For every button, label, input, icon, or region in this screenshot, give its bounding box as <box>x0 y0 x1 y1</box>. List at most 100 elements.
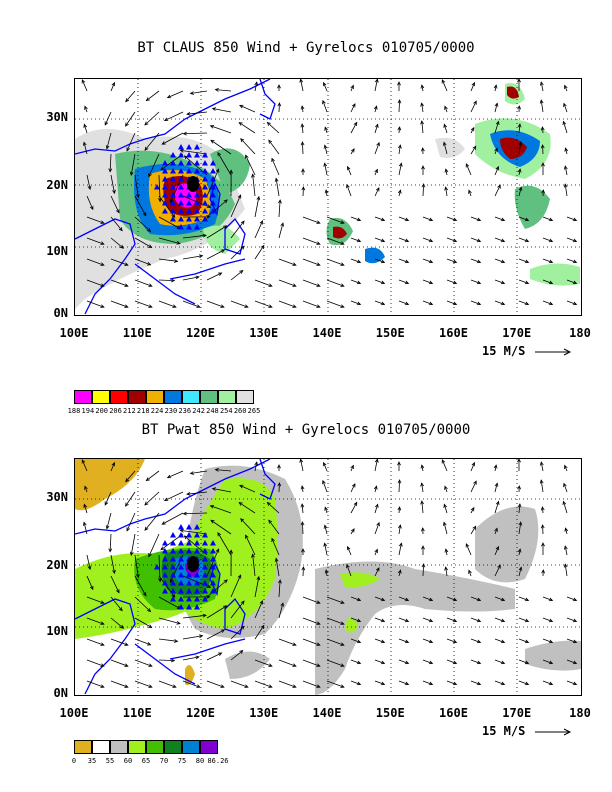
pwat-wind-vector-head <box>340 600 345 604</box>
claus-legend-swatch <box>182 390 200 404</box>
claus-wind-vector-head <box>340 241 345 245</box>
claus-wind-vector <box>374 216 385 221</box>
pwat-wind-vector-head <box>100 663 105 667</box>
claus-wind-vector-head <box>476 259 482 264</box>
pwat-wind-vector <box>494 465 497 472</box>
pwat-map-svg <box>75 459 581 695</box>
claus-wind-vector-head <box>100 262 105 266</box>
pwat-wind-vector-head <box>500 597 506 602</box>
p2-xtick: 170E <box>502 706 532 720</box>
pwat-wind-vector <box>470 507 475 514</box>
pwat-gyre-triangle-icon <box>170 564 176 570</box>
pwat-wind-vector <box>441 459 448 472</box>
pwat-wind-vector-head <box>161 521 166 525</box>
claus-legend-label: 236 <box>178 407 192 415</box>
claus-wind-vector-head <box>254 81 259 86</box>
pwat-wind-vector <box>302 617 321 625</box>
pwat-wind-vector <box>86 596 105 604</box>
pwat-legend-swatch <box>146 740 164 754</box>
pwat-wind-vector <box>125 491 136 507</box>
p1-reference-arrow-icon <box>534 348 571 355</box>
claus-wind-vector-head <box>100 283 105 287</box>
pwat-wind-vector <box>398 479 400 493</box>
p1-ytick-10n: 10N <box>46 244 68 258</box>
claus-wind-vector-head <box>146 261 152 266</box>
pwat-wind-vector-head <box>420 500 424 505</box>
claus-wind-vector-head <box>524 280 530 285</box>
pwat-wind-vector <box>158 617 181 625</box>
pwat-wind-vector <box>110 596 123 611</box>
pwat-wind-vector <box>182 635 203 640</box>
claus-wind-vector-head <box>572 238 578 243</box>
pwat-wind-vector-head <box>142 592 147 597</box>
claus-wind-vector-head <box>548 238 554 243</box>
pwat-wind-vector <box>421 483 424 493</box>
pwat-legend-swatch <box>200 740 218 754</box>
claus-wind-vector-head <box>380 217 386 222</box>
claus-wind-vector <box>158 216 181 230</box>
claus-wind-vector <box>494 121 499 134</box>
pwat-wind-vector-head <box>539 479 544 484</box>
claus-wind-vector-head <box>324 189 329 194</box>
claus-wind-vector-head <box>189 91 194 95</box>
pwat-wind-vector <box>134 638 151 646</box>
pwat-wind-vector-head <box>100 600 105 604</box>
claus-wind-vector <box>518 187 522 197</box>
claus-wind-vector <box>254 82 258 92</box>
claus-wind-vector-head <box>108 168 113 173</box>
pwat-legend-label: 60 <box>123 757 133 765</box>
claus-wind-vector-head <box>428 259 434 264</box>
claus-wind-vector-head <box>144 121 149 126</box>
pwat-wind-vector-head <box>428 639 434 644</box>
claus-wind-vectors <box>81 79 578 308</box>
claus-gyre-triangle-icon <box>170 160 176 166</box>
pwat-gyre-triangle-icon <box>170 532 176 538</box>
pwat-wind-vector <box>494 659 505 664</box>
claus-coastlines <box>75 79 276 315</box>
claus-wind-vector <box>84 106 88 113</box>
pwat-wind-vector-head <box>340 684 345 688</box>
claus-wind-vector <box>322 100 328 113</box>
pwat-wind-vector-head <box>144 526 149 531</box>
claus-wind-vector-head <box>300 123 305 128</box>
claus-wind-vector-head <box>398 144 402 149</box>
pwat-wind-vector <box>494 617 505 622</box>
pwat-map-panel <box>74 458 582 696</box>
pwat-wind-vector-head <box>217 531 222 537</box>
pwat-wind-vector <box>268 519 280 535</box>
pwat-wind-vector-head <box>239 484 244 489</box>
claus-wind-vector <box>398 145 401 155</box>
pwat-wind-vector <box>158 575 176 598</box>
claus-wind-vector <box>109 153 112 172</box>
pwat-gyre-triangle-icon <box>178 580 184 586</box>
pwat-wind-vector <box>134 659 153 667</box>
claus-wind-vector-head <box>292 283 297 287</box>
pwat-wind-vector-head <box>237 574 242 579</box>
claus-wind-vector-head <box>260 244 265 250</box>
pwat-wind-vector <box>422 617 433 622</box>
claus-wind-vector <box>470 279 481 284</box>
pwat-wind-vector <box>326 596 345 604</box>
pwat-wind-vector <box>566 659 577 664</box>
pwat-wind-vector <box>470 617 481 622</box>
pwat-wind-vector-head <box>89 585 94 591</box>
claus-wind-vector-head <box>100 241 105 245</box>
claus-wind-vector-head <box>356 301 362 306</box>
pwat-gyre-triangle-icon <box>186 588 192 594</box>
claus-wind-vector <box>110 279 129 287</box>
pwat-wind-vector <box>86 617 105 625</box>
pwat-wind-vector-head <box>195 655 200 660</box>
claus-wind-vector <box>186 111 208 115</box>
claus-wind-vector-head <box>161 141 166 145</box>
claus-wind-vector <box>441 79 448 92</box>
pwat-wind-vector <box>470 462 475 472</box>
claus-wind-vector <box>302 279 321 287</box>
claus-wind-vector-head <box>240 138 245 143</box>
claus-wind-vector-head <box>186 111 191 116</box>
pwat-legend-label: 86.26 <box>207 757 229 765</box>
pwat-wind-vector <box>465 543 472 556</box>
pwat-wind-vector-head <box>254 461 259 466</box>
claus-wind-vector-head <box>223 225 228 230</box>
claus-wind-vector <box>494 237 505 242</box>
pwat-wind-vector-head <box>441 459 446 464</box>
